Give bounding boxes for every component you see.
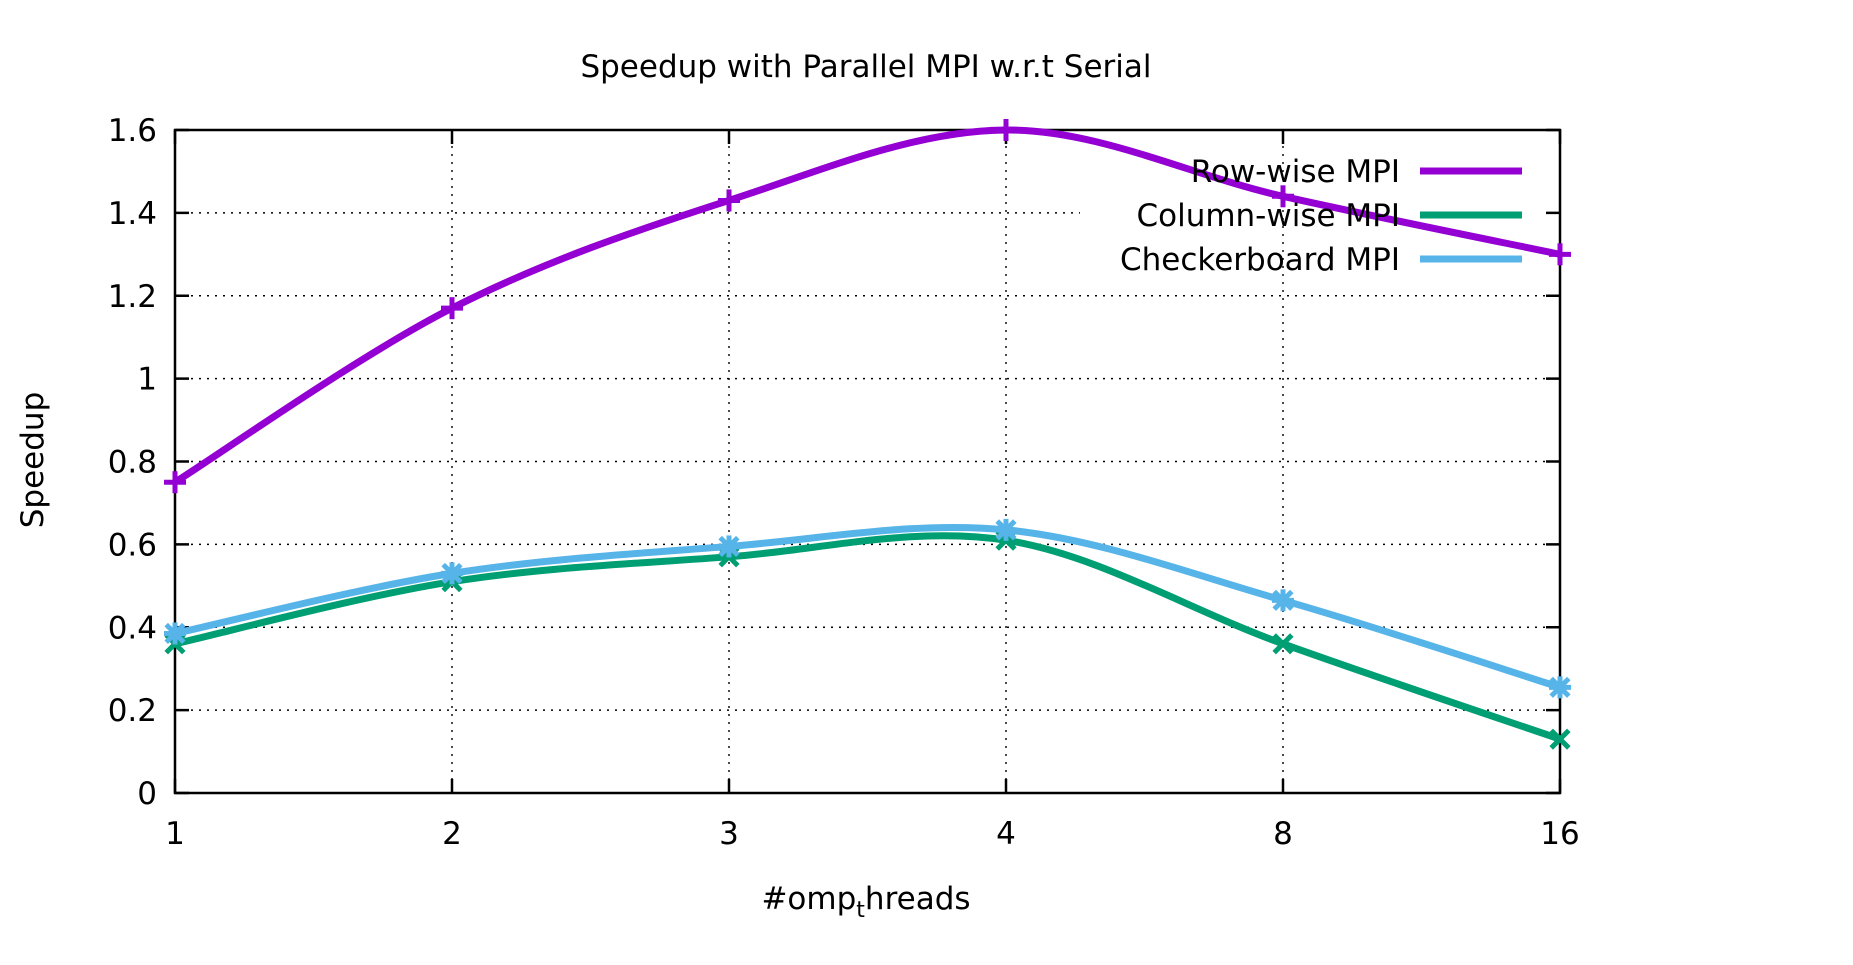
data-point (441, 297, 463, 320)
x-axis-label-main: #omp (761, 881, 856, 917)
series-line (171, 523, 1564, 691)
data-point (995, 119, 1017, 141)
plot-frame (173, 128, 1562, 795)
data-point (164, 622, 186, 645)
series-checkerboard-mpi (164, 518, 1571, 699)
data-point (164, 471, 186, 494)
y-tick-label: 0.8 (108, 445, 157, 481)
y-tick-label: 0.2 (108, 693, 157, 729)
y-tick-label: 1.6 (108, 113, 157, 149)
x-tick-label: 8 (1273, 816, 1293, 852)
y-tick-label: 1.4 (108, 196, 157, 232)
y-tick-label: 1.2 (108, 279, 157, 315)
y-tick-label: 0.6 (108, 527, 157, 563)
data-point (441, 562, 463, 585)
data-point (718, 189, 740, 212)
y-axis-label: Speedup (15, 392, 51, 529)
legend: Row-wise MPI Column-wise MPI Checkerboard … (1120, 154, 1522, 278)
series-layer (164, 119, 1571, 750)
grid (175, 130, 1560, 793)
chart-title: Speedup with Parallel MPI w.r.t Serial (580, 49, 1151, 85)
legend-label: Row-wise MPI (1191, 154, 1400, 190)
series-line (171, 126, 1564, 486)
data-point (1272, 633, 1294, 655)
series-line (171, 532, 1564, 743)
data-point (1272, 185, 1294, 208)
data-point (1549, 676, 1571, 699)
x-tick-label: 16 (1540, 816, 1579, 852)
legend-label: Checkerboard MPI (1120, 242, 1400, 278)
x-axis-label-subscript: t (856, 898, 865, 923)
x-tick-label: 3 (719, 816, 739, 852)
x-axis-label: #ompthreads (761, 881, 970, 923)
y-tick-label: 0 (137, 776, 157, 812)
series-column-wise-mpi (164, 529, 1571, 750)
y-tick-label: 0.4 (108, 610, 157, 646)
data-point (1549, 728, 1571, 750)
x-axis-label-tail: hreads (865, 881, 971, 917)
data-point (1549, 243, 1571, 266)
legend-label: Column-wise MPI (1136, 198, 1400, 234)
data-point (995, 518, 1017, 541)
x-tick-label: 2 (442, 816, 462, 852)
data-point (718, 535, 740, 558)
series-row-wise-mpi (164, 119, 1571, 494)
axes: 0 0.2 0.4 0.6 0.8 1 1.2 1.4 1.6 1 2 3 4 8 16 (108, 113, 1580, 852)
x-tick-label: 4 (996, 816, 1016, 852)
x-tick-label: 1 (165, 816, 185, 852)
data-point (1272, 589, 1294, 612)
y-tick-label: 1 (137, 362, 157, 398)
